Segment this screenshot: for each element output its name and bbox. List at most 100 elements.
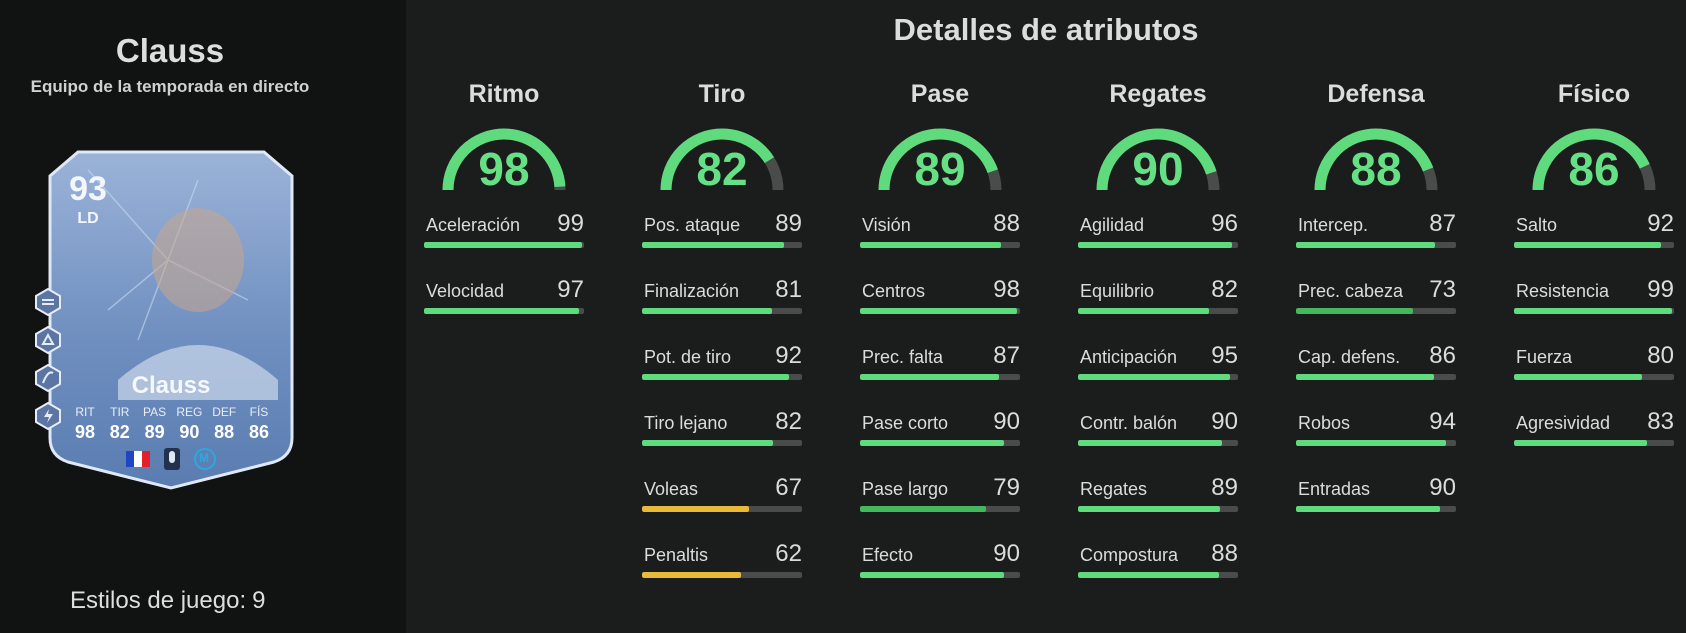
stat-bar xyxy=(1296,308,1456,314)
stat-bar-fill xyxy=(860,506,987,512)
stat-label: Velocidad xyxy=(426,281,505,301)
stat-label: Centros xyxy=(862,281,926,301)
stat-value: 95 xyxy=(1211,342,1238,369)
category-value: 82 xyxy=(696,143,748,195)
stat-bar-fill xyxy=(1296,242,1436,248)
stat-label: Intercep. xyxy=(1298,215,1369,235)
stat-label: Fuerza xyxy=(1516,347,1573,367)
stat-bar-fill xyxy=(860,440,1004,446)
stat-bar-fill xyxy=(1514,440,1647,446)
playstyles-value: 9 xyxy=(252,587,266,614)
card-rating: 93 xyxy=(69,170,107,208)
playstyles-count: Estilos de juego: 9 xyxy=(70,587,265,615)
attribute-details-title: Detalles de atributos xyxy=(893,12,1199,47)
stat-label: Aceleración xyxy=(426,215,521,235)
stat-bar-fill xyxy=(642,440,774,446)
stat-value: 90 xyxy=(1211,408,1238,435)
category-value: 89 xyxy=(914,143,966,195)
stat-bar xyxy=(642,506,802,512)
stat-value: 96 xyxy=(1211,210,1238,237)
category-gauge: 82 xyxy=(657,122,787,196)
stat-bar xyxy=(424,308,584,314)
playstyle-icon-3 xyxy=(35,364,61,392)
category-value: 86 xyxy=(1568,143,1620,195)
stat-bar-fill xyxy=(1078,440,1222,446)
card-player-name: Clauss xyxy=(131,372,211,399)
stat-label: Pase largo xyxy=(862,479,949,499)
stat-bar xyxy=(1296,374,1456,380)
stat-value: 88 xyxy=(1211,540,1238,567)
category-gauge: 86 xyxy=(1529,122,1659,196)
stat-value: 79 xyxy=(993,474,1020,501)
stat-bar-fill xyxy=(1296,440,1447,446)
card-label-reg: REG xyxy=(176,405,203,419)
stat-row: Efecto 90 xyxy=(860,536,1020,602)
stat-bar-fill xyxy=(1514,308,1673,314)
stat-row: Regates 89 xyxy=(1078,470,1238,536)
league-icon xyxy=(164,448,180,470)
stat-bar-fill xyxy=(1078,572,1219,578)
stat-value: 90 xyxy=(993,540,1020,567)
stat-row: Finalización 81 xyxy=(642,272,802,338)
card-shape xyxy=(48,150,294,490)
card-stat-labels: RIT TIR PAS REG DEF FÍS xyxy=(68,405,276,419)
stat-value: 83 xyxy=(1647,408,1674,435)
stat-bar xyxy=(860,506,1020,512)
stat-value: 98 xyxy=(993,276,1020,303)
stat-value: 67 xyxy=(775,474,802,501)
stat-bar-fill xyxy=(1514,374,1642,380)
attribute-column-ritmo: Ritmo 98 Aceleración 99 Velocidad 97 xyxy=(424,80,584,338)
stat-label: Contr. balón xyxy=(1080,413,1178,433)
attribute-column-pase: Pase 89 Visión 88 Centros 98 Prec. falta … xyxy=(860,80,1020,602)
stat-label: Prec. falta xyxy=(862,347,944,367)
card-stat-values: 98 82 89 90 88 86 xyxy=(68,422,276,443)
player-panel: Clauss Equipo de la temporada en directo… xyxy=(0,0,406,633)
gauge-arc xyxy=(1532,128,1656,191)
stat-bar xyxy=(860,308,1020,314)
card-value-fis: 86 xyxy=(248,422,269,442)
stat-bar-fill xyxy=(860,572,1004,578)
stat-bar-fill xyxy=(860,308,1017,314)
category-value: 90 xyxy=(1132,143,1184,195)
card-value-rit: 98 xyxy=(74,422,96,442)
stat-bar xyxy=(1296,440,1456,446)
stat-bar xyxy=(1514,308,1674,314)
stat-bar xyxy=(1514,440,1674,446)
stat-bar xyxy=(642,572,802,578)
stat-row: Pase corto 90 xyxy=(860,404,1020,470)
card-position: LD xyxy=(77,210,99,227)
stat-row: Equilibrio 82 xyxy=(1078,272,1238,338)
stat-row: Resistencia 99 xyxy=(1514,272,1674,338)
stat-label: Robos xyxy=(1298,413,1351,433)
stat-label: Tiro lejano xyxy=(644,413,728,433)
stat-bar xyxy=(1514,374,1674,380)
player-card[interactable]: 93 LD Clauss RIT TIR PAS REG DEF FÍS 98 … xyxy=(35,150,294,490)
stat-label: Efecto xyxy=(862,545,914,565)
stat-bar-fill xyxy=(642,242,785,248)
stat-label: Cap. defens. xyxy=(1298,347,1401,367)
stat-row: Voleas 67 xyxy=(642,470,802,536)
stat-bar xyxy=(860,440,1020,446)
stat-label: Anticipación xyxy=(1080,347,1178,367)
gauge-arc xyxy=(878,128,1002,191)
stat-value: 94 xyxy=(1429,408,1456,435)
stat-value: 88 xyxy=(993,210,1020,237)
card-value-def: 88 xyxy=(214,422,235,442)
playstyle-icon-4 xyxy=(35,402,61,430)
stat-label: Resistencia xyxy=(1516,281,1610,301)
stat-bar-fill xyxy=(1514,242,1662,248)
card-badges xyxy=(48,448,294,470)
category-gauge: 90 xyxy=(1093,122,1223,196)
stat-bar-fill xyxy=(642,572,742,578)
stat-bar xyxy=(642,440,802,446)
attribute-column-tiro: Tiro 82 Pos. ataque 89 Finalización 81 Po… xyxy=(642,80,802,602)
stat-label: Equilibrio xyxy=(1080,281,1155,301)
playstyle-icon-1 xyxy=(35,288,61,316)
gauge-arc xyxy=(1314,128,1438,191)
stat-bar-fill xyxy=(424,242,583,248)
stat-value: 87 xyxy=(1429,210,1456,237)
stat-bar-fill xyxy=(642,308,772,314)
stat-row: Robos 94 xyxy=(1296,404,1456,470)
stat-bar-fill xyxy=(1296,374,1434,380)
stat-bar xyxy=(1078,374,1238,380)
